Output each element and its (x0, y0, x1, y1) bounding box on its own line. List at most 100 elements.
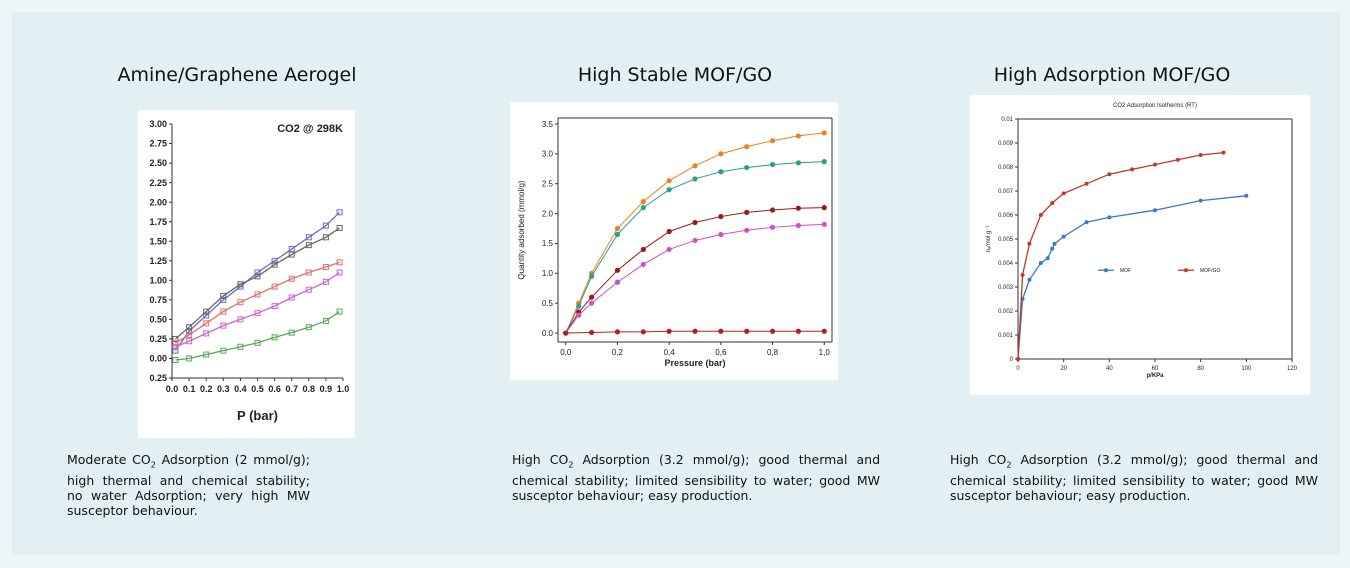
y-tick-label: 0.003 (998, 285, 1014, 291)
data-point (1052, 241, 1057, 246)
x-tick-label: 0.6 (268, 384, 281, 394)
y-tick-label: 0.25 (149, 334, 167, 344)
data-point (718, 151, 724, 157)
data-point (322, 317, 329, 324)
series-line (175, 261, 340, 344)
data-point (640, 261, 646, 267)
data-point (237, 299, 244, 306)
data-point (288, 275, 295, 282)
data-point (322, 278, 329, 285)
caption-text: Moderate CO (67, 452, 151, 467)
x-tick-label: 0,0 (560, 348, 572, 357)
series-line (174, 227, 340, 340)
y-tick-label: 2.0 (542, 209, 554, 218)
data-point (692, 219, 698, 226)
legend-marker (1104, 268, 1108, 273)
data-point (288, 294, 295, 301)
data-point (203, 320, 210, 327)
data-point (589, 300, 595, 306)
data-point (821, 130, 827, 136)
data-point (769, 138, 776, 144)
data-point (640, 246, 646, 253)
data-point (271, 334, 278, 341)
legend-marker (1184, 268, 1188, 273)
data-point (322, 234, 329, 241)
x-tick-label: 0.4 (234, 384, 247, 394)
chart: 0 0.001 0.002 0.003 0.004 0.005 0.006 0.007 0.00… (986, 103, 1298, 379)
data-point (172, 347, 179, 354)
data-point (220, 347, 227, 354)
chart-image: 0.0 0.5 1.0 1.5 2.0 2.5 3.0 3.5 0,0 0,2 0,4 0,6 0,8 1… (510, 102, 838, 380)
y-tick-label: 2.00 (149, 197, 167, 207)
data-point (305, 269, 312, 276)
x-tick-label: 0.2 (200, 384, 213, 394)
data-point (1107, 172, 1112, 177)
chart: 0.0 0.5 1.0 1.5 2.0 2.5 3.0 3.5 0,0 0,2 0,4 0,6 0,8 1… (517, 117, 833, 368)
y-tick-label: 0.007 (998, 189, 1014, 195)
data-point (220, 308, 227, 315)
data-point (1038, 261, 1043, 265)
y-tick-label: 3.5 (542, 120, 554, 129)
data-point (271, 261, 278, 268)
data-point (172, 357, 179, 364)
data-point (614, 329, 621, 335)
data-point (589, 294, 595, 300)
data-point (237, 281, 244, 288)
x-tick-label: 60 (1152, 366, 1159, 372)
data-point (666, 178, 672, 184)
data-point (172, 335, 179, 342)
data-point (336, 269, 343, 276)
x-tick-label: 40 (1106, 366, 1113, 372)
data-point (305, 234, 312, 241)
data-point (1084, 181, 1089, 186)
caption-subscript: 2 (150, 460, 156, 470)
caption-text: Adsorption (3.2 mmol/g); good thermal an… (512, 452, 880, 503)
x-tick-label: 0 (1016, 366, 1020, 372)
data-point (640, 205, 646, 211)
data-point (614, 231, 621, 238)
data-point (186, 328, 193, 335)
data-point (271, 257, 278, 264)
x-tick-label: 100 (1241, 366, 1252, 372)
panel-title: High Stable MOF/GO (577, 64, 773, 86)
y-tick-label: 1.0 (542, 269, 554, 278)
data-point (172, 343, 179, 350)
data-point (1084, 220, 1089, 225)
y-tick-label: 0.5 (542, 299, 554, 308)
panel-title: High Adsorption MOF/GO (993, 64, 1231, 86)
data-point (305, 286, 312, 293)
series-line (565, 207, 825, 334)
content-frame: Amine/Graphene Aerogel Moderate CO2 Adsor… (12, 12, 1340, 555)
y-axis-label: nₐ/mol g⁻¹ (986, 225, 992, 252)
data-point (744, 164, 750, 171)
data-point (1221, 150, 1226, 155)
data-point (322, 264, 329, 271)
chart: 0.25 0.00 0.25 0.50 0.75 1.00 1.25 1.50 1.75 2.00… (149, 119, 349, 423)
data-point (288, 251, 295, 258)
data-point (795, 222, 801, 229)
data-point (795, 205, 801, 211)
data-point (186, 332, 193, 339)
data-point (1061, 191, 1066, 196)
data-point (203, 308, 210, 315)
data-point (795, 160, 801, 166)
data-point (203, 330, 210, 337)
data-point (254, 273, 261, 280)
y-tick-label: 0.75 (149, 295, 167, 305)
data-point (795, 328, 801, 334)
data-point (1244, 193, 1249, 198)
x-tick-label: 120 (1287, 366, 1298, 372)
data-point (718, 213, 724, 220)
series-line (565, 161, 825, 334)
x-axis-label: Pressure (bar) (664, 358, 725, 368)
series-line (565, 223, 825, 334)
data-point (821, 205, 827, 211)
data-point (186, 338, 193, 345)
y-tick-label: 0.01 (1001, 117, 1013, 123)
y-tick-label: 0.001 (998, 333, 1014, 339)
data-point (718, 328, 724, 334)
data-point (769, 328, 776, 334)
data-point (744, 328, 750, 334)
series-line (175, 271, 340, 348)
data-point (640, 329, 646, 335)
